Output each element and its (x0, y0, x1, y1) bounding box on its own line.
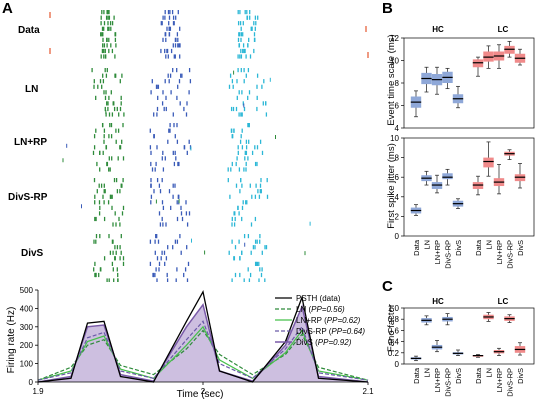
ytick-label: 10 (390, 57, 399, 66)
psth-legend: PSTH (data) LN (PP=0.56) LN+RP (PP=0.62) Di… (275, 294, 365, 347)
legend-text: LN ( (296, 305, 311, 314)
ytick-label: 6 (395, 102, 400, 111)
ytick-label: 10 (390, 134, 399, 143)
legend-label: PSTH (data) (296, 294, 341, 303)
raster-label-divs: DivS (21, 248, 44, 259)
psth-ylabel: Firing rate (Hz) (6, 307, 17, 374)
ytick-label: 0.4 (388, 338, 400, 347)
ytick-label: 0.6 (388, 326, 400, 335)
legend-text: DivS-RP ( (296, 327, 332, 336)
psth-xtick-label: 2.1 (362, 387, 374, 396)
ytick-label: 8 (395, 79, 400, 88)
raster-plot (49, 10, 369, 282)
ytick-label: 0 (395, 360, 400, 369)
psth-series-line (37, 320, 369, 381)
bbot-ylabel: First spike jitter (ms) (386, 143, 397, 229)
xcat-label: LN (423, 240, 432, 250)
box-iqr (442, 173, 453, 180)
legend-label: DivS-RP (PP=0.64) (296, 327, 365, 336)
xcat-label: DivS (454, 240, 463, 256)
xcat-label: LN+RP (433, 368, 442, 392)
xcat-label: LN+RP (433, 240, 442, 264)
raster-row (93, 234, 306, 282)
legend-label: LN (PP=0.56) (296, 305, 345, 314)
c-group-hc: HC (432, 297, 444, 306)
raster-label-ln: LN (25, 84, 39, 95)
legend-text: LN+RP ( (296, 316, 327, 325)
xcat-label: Data (474, 239, 483, 256)
xcat-label: DivS-RP (506, 240, 515, 269)
btop-group-hc: HC (432, 25, 444, 34)
psth-ytick-label: 500 (20, 286, 34, 295)
raster-label-divsrp: DivS-RP (8, 192, 48, 203)
ytick-label: 8 (395, 154, 400, 163)
xcat-label: DivS-RP (444, 368, 453, 397)
box-iqr (483, 157, 494, 168)
ytick-label: 6 (395, 173, 400, 182)
raster-label-lnrp: LN+RP (14, 137, 48, 148)
box-fano-factor: Fano factor HC LC 00.20.40.60.81.0 Data L… (386, 297, 535, 397)
xcat-label: Data (412, 239, 421, 256)
ytick-label: 0.2 (388, 349, 400, 358)
legend-pp: PP=0.62) (327, 316, 361, 325)
psth-divs-area (38, 304, 368, 382)
psth-ytick-label: 400 (20, 304, 34, 313)
raster-row (81, 178, 311, 227)
psth-series-line (37, 329, 369, 381)
raster-row (49, 10, 369, 59)
xcat-label: DivS (516, 240, 525, 256)
raster-label-data: Data (18, 25, 40, 36)
legend-pp: PP=0.92) (318, 338, 352, 347)
xcat-label: LN (423, 368, 432, 378)
psth-ytick-label: 200 (20, 341, 34, 350)
xcat-label: LN (485, 368, 494, 378)
ytick-label: 12 (390, 34, 399, 43)
xcat-label: LN (485, 240, 494, 250)
plot-frame (403, 137, 535, 237)
legend-text: PSTH (data) (296, 294, 341, 303)
legend-pp: PP=0.64) (331, 327, 365, 336)
xcat-label: Data (474, 367, 483, 384)
psth-xtick-label: 2 (201, 387, 206, 396)
panel-label-c: C (382, 278, 393, 295)
ytick-label: 0 (395, 232, 400, 241)
psth-ytick-label: 300 (20, 323, 34, 332)
psth-xtick-label: 1.9 (32, 387, 44, 396)
psth-ytick-label: 0 (29, 378, 34, 387)
plot-frame (403, 37, 535, 129)
xcat-label: LN+RP (495, 368, 504, 392)
psth-series-line (37, 289, 369, 383)
plot-frame (403, 307, 535, 365)
raster-row (62, 123, 276, 172)
panel-label-b: B (382, 0, 393, 17)
psth-ytick-label: 100 (20, 360, 34, 369)
psth-series-line (37, 302, 369, 383)
psth-chart: Firing rate (Hz) Time (sec) 0 100 200 300 40… (6, 286, 374, 400)
btop-ylabel: Event time scale (ms) (386, 34, 397, 125)
raster-row (91, 68, 271, 117)
ytick-label: 4 (395, 124, 400, 133)
xcat-label: DivS (454, 368, 463, 384)
legend-label: LN+RP (PP=0.62) (296, 316, 361, 325)
legend-pp: PP=0.56) (311, 305, 345, 314)
xcat-label: DivS-RP (506, 368, 515, 397)
ytick-label: 2 (395, 212, 400, 221)
legend-text: DivS ( (296, 338, 318, 347)
xcat-label: Data (412, 367, 421, 384)
ytick-label: 1.0 (388, 304, 400, 313)
xcat-label: DivS-RP (444, 240, 453, 269)
btop-group-lc: LC (498, 25, 509, 34)
c-ylabel: Fano factor (386, 304, 397, 352)
box-event-time-scale: Event time scale (ms) HC LC 4 6 8 10 12 (386, 25, 535, 133)
legend-label: DivS (PP=0.92) (296, 338, 352, 347)
c-group-lc: LC (498, 297, 509, 306)
xcat-label: LN+RP (495, 240, 504, 264)
xcat-label: DivS (516, 368, 525, 384)
ytick-label: 4 (395, 193, 400, 202)
ytick-label: 0.8 (388, 315, 400, 324)
panel-label-a: A (2, 0, 13, 17)
psth-xlabel: Time (sec) (177, 389, 224, 400)
psth-series-line (37, 325, 369, 381)
